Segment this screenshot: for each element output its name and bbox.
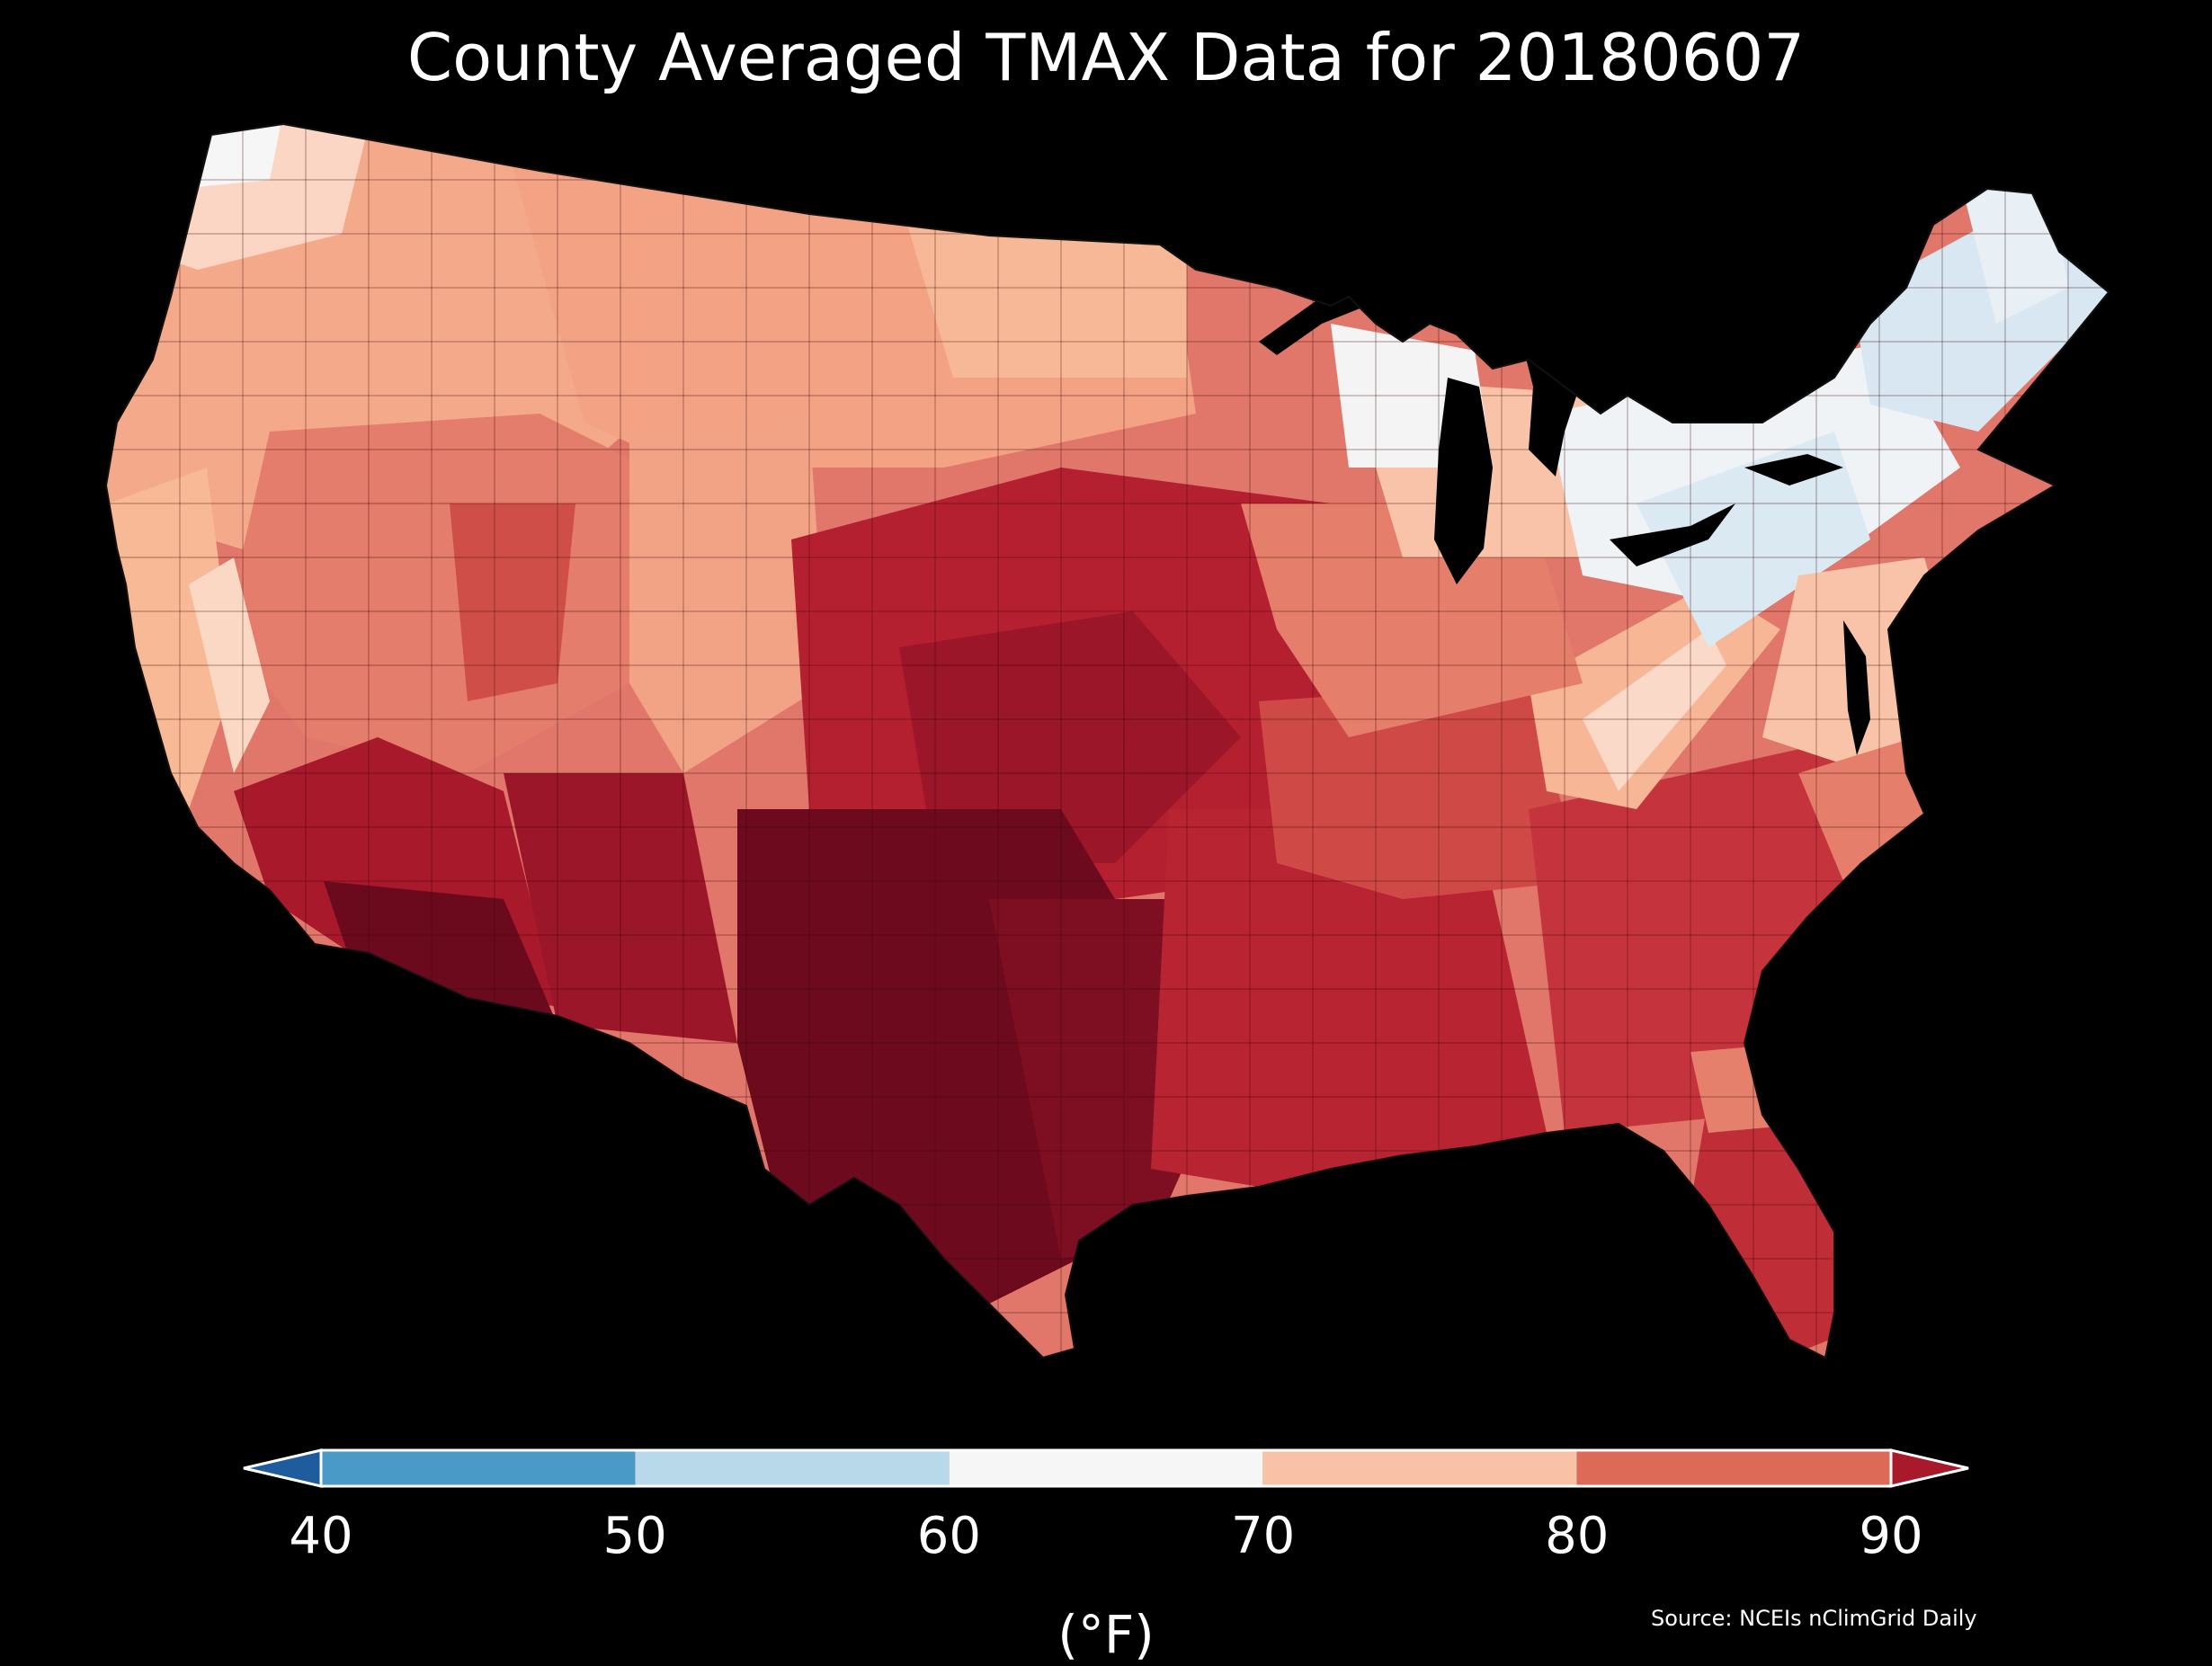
colorbar-bin-3 <box>949 1450 1263 1486</box>
colorbar-bin-0 <box>243 1448 323 1488</box>
colorbar-tick-label: 60 <box>916 1507 982 1565</box>
colorbar-bin-6 <box>1889 1448 1969 1488</box>
great-lakes <box>1259 279 1870 755</box>
colorbar-tick-label: 50 <box>602 1507 667 1565</box>
colorbar-bin-1 <box>321 1450 636 1486</box>
colorbar-tick-label: 90 <box>1859 1507 1923 1565</box>
colorbar-tick-label: 70 <box>1230 1507 1296 1565</box>
colorbar-tick-label: 80 <box>1545 1507 1610 1565</box>
colorbar-label: (°F) <box>1057 1604 1155 1665</box>
source-note: Source: NCEIs nClimGrid Daily <box>1651 1606 1977 1631</box>
chart-title: County Averaged TMAX Data for 20180607 <box>406 20 1806 95</box>
colorbar-bin-5 <box>1576 1450 1891 1486</box>
colorbar-bin-4 <box>1262 1450 1577 1486</box>
colorbar-bin-2 <box>635 1450 950 1486</box>
colorbar-tick-label: 40 <box>289 1507 353 1565</box>
colorbar-frame <box>319 1448 1893 1488</box>
